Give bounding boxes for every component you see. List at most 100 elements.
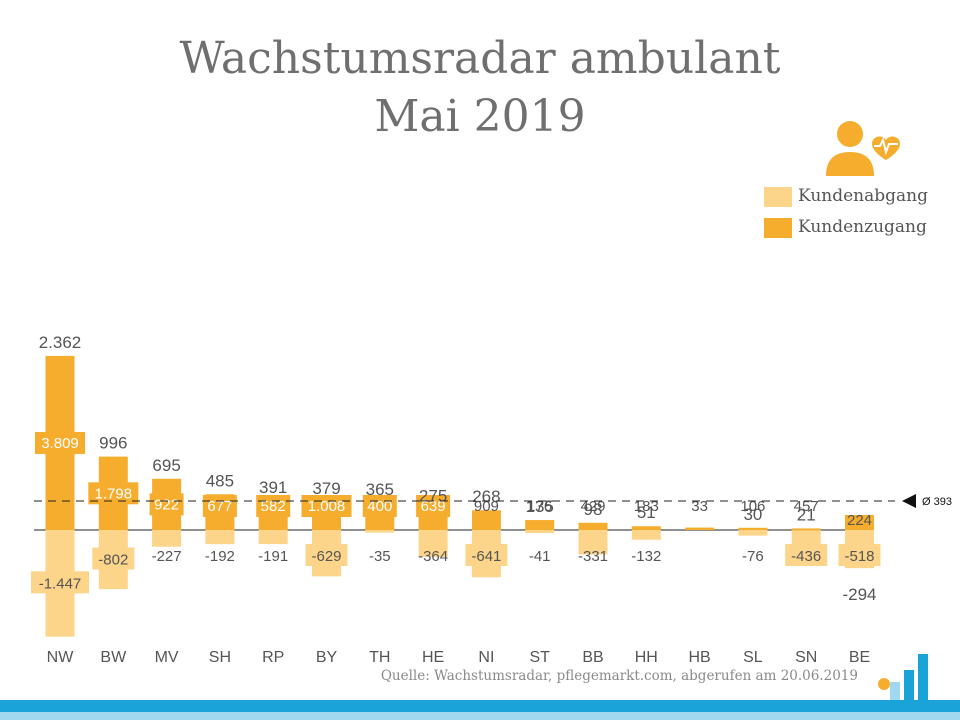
loss-label-bg [465, 544, 508, 566]
total-label: 365 [366, 480, 394, 499]
source-note: Quelle: Wachstumsradar, pflegemarkt.com,… [380, 668, 858, 684]
category-label: BW [100, 649, 127, 666]
loss-label-bg [838, 544, 881, 566]
gain-label: 1.008 [308, 498, 346, 515]
gain-label-bg [149, 493, 184, 516]
total-label: 379 [312, 479, 340, 498]
loss-label: -331 [578, 548, 608, 565]
category-label: HE [422, 649, 444, 666]
loss-label: -191 [258, 548, 288, 565]
gain-label: 429 [580, 498, 605, 515]
gain-label: 183 [634, 498, 659, 515]
loss-label: -802 [98, 552, 128, 569]
loss-bar [365, 530, 395, 533]
total-label: -294 [842, 585, 876, 604]
loss-label-bg [31, 571, 89, 594]
gain-label: 457 [794, 498, 819, 515]
category-label: BY [316, 649, 338, 666]
average-label: Ø 393 [922, 496, 952, 508]
net-bar [525, 520, 555, 530]
legend-label-gain: Kundenzugang [798, 217, 927, 237]
gain-label: 3.809 [41, 435, 79, 452]
legend-swatch-gain [764, 217, 792, 238]
category-label: NW [47, 649, 75, 666]
category-label: MV [155, 649, 179, 666]
category-label: SN [795, 649, 817, 666]
total-label: 391 [259, 478, 287, 497]
total-label: 275 [419, 487, 447, 506]
loss-bar [152, 530, 182, 547]
footer-bar-light [0, 712, 960, 720]
gain-label: 176 [527, 498, 552, 515]
loss-label: -41 [529, 548, 551, 565]
loss-label: -436 [791, 548, 821, 565]
net-bar [738, 527, 768, 530]
gain-label-bg [256, 495, 291, 517]
loss-bar [631, 530, 661, 540]
legend-label-loss: Kundenabgang [798, 186, 928, 206]
gain-label: 639 [421, 498, 446, 515]
loss-bar [205, 530, 235, 545]
category-label: BB [582, 649, 603, 666]
net-bar [845, 515, 874, 530]
total-label: 135 [526, 497, 554, 516]
net-bar [471, 510, 501, 530]
total-label: 996 [99, 434, 127, 453]
loss-label-bg [305, 544, 348, 566]
loss-bar [418, 530, 448, 557]
category-label: NI [478, 649, 494, 666]
loss-label: -629 [311, 548, 341, 565]
loss-label: -192 [205, 548, 235, 565]
loss-bar [578, 530, 608, 555]
total-label: 485 [206, 471, 234, 490]
gain-label: 909 [474, 498, 499, 515]
net-bar [685, 527, 715, 530]
net-bar [791, 528, 821, 531]
loss-label: -35 [369, 548, 391, 565]
category-label: SH [209, 649, 231, 666]
loss-label-bg [785, 544, 828, 566]
category-label: HH [635, 649, 658, 666]
loss-bar [738, 530, 768, 536]
total-label: 268 [472, 487, 500, 506]
legend-swatch-loss [764, 186, 792, 207]
gain-label: 582 [261, 498, 286, 515]
gain-label-bg [35, 431, 85, 454]
legend-item-gain: Kundenzugang [764, 217, 927, 238]
category-label: HB [688, 649, 710, 666]
gain-label-bg [416, 495, 451, 517]
total-label: 21 [797, 505, 816, 524]
category-label: RP [262, 649, 284, 666]
gain-label-bg [202, 495, 237, 517]
loss-label: -1.447 [39, 575, 82, 592]
category-label: BE [849, 649, 870, 666]
gain-label-bg [88, 482, 139, 505]
total-label: 30 [743, 505, 762, 524]
loss-bar [258, 530, 288, 545]
avg-marker-icon [902, 494, 916, 509]
chart-title: Wachstumsradar ambulant [179, 33, 781, 84]
total-label: 98 [584, 500, 603, 519]
gain-label: 677 [207, 498, 232, 515]
category-label: ST [529, 649, 550, 666]
gain-label: 106 [740, 498, 765, 515]
category-label: SL [743, 649, 763, 666]
total-label: 51 [637, 503, 656, 522]
net-bar [631, 526, 661, 530]
gain-label: 922 [154, 496, 179, 513]
loss-label-bg [92, 547, 135, 570]
loss-bar [525, 530, 555, 534]
logo-icon [878, 654, 928, 702]
category-label: TH [369, 649, 390, 666]
loss-label: -518 [844, 548, 874, 565]
gain-label: 400 [367, 498, 392, 515]
loss-label: -227 [152, 548, 182, 565]
gain-label: 224 [847, 512, 872, 529]
loss-label: -641 [471, 548, 501, 565]
gain-label-bg [301, 495, 352, 517]
footer-bar [0, 700, 960, 712]
loss-label: -364 [418, 548, 448, 565]
gain-label: 1.798 [95, 485, 133, 502]
loss-label: -76 [742, 548, 764, 565]
